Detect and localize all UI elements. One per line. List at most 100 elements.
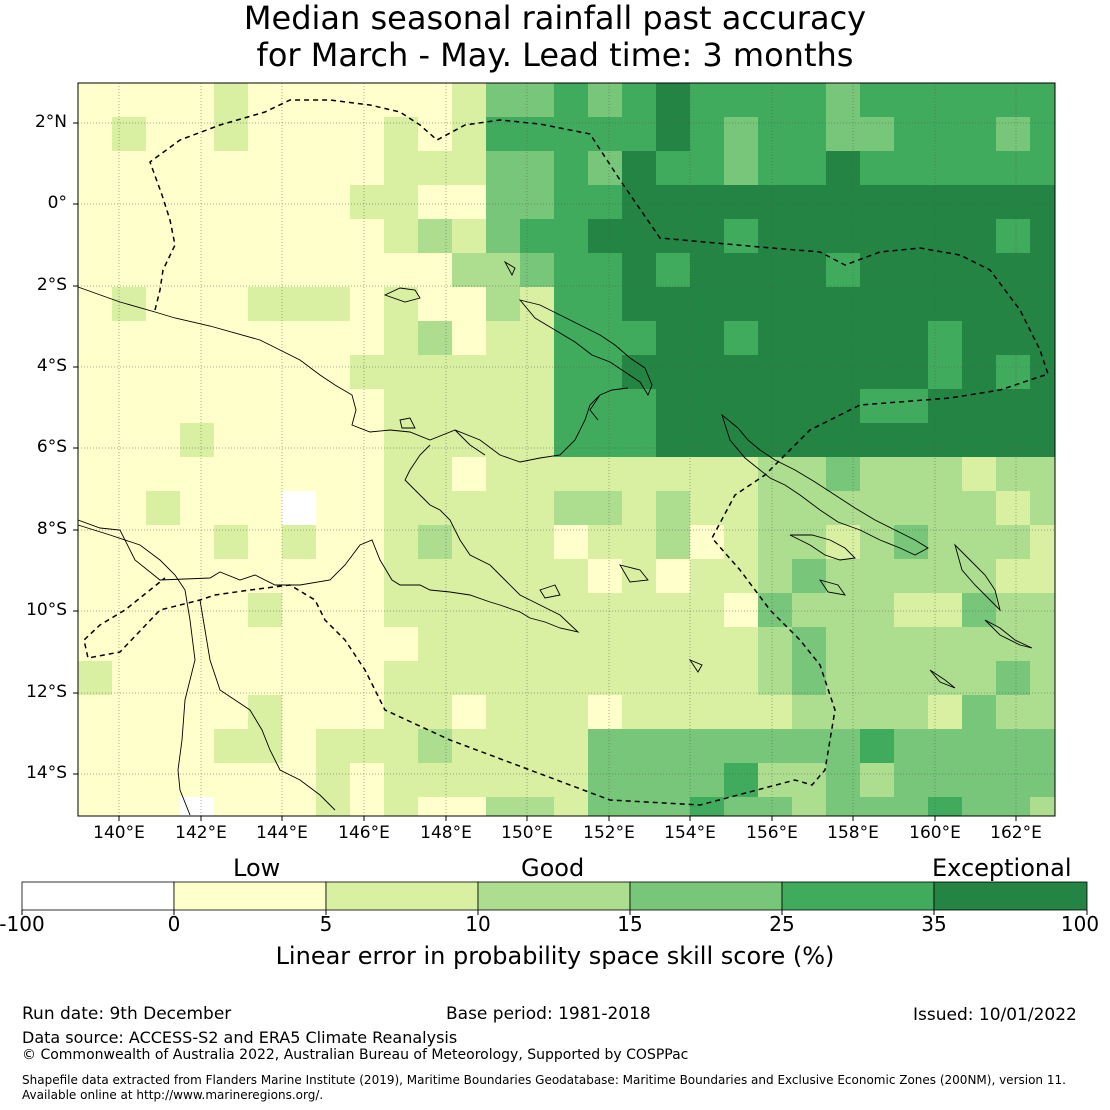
grid-cell	[554, 491, 588, 525]
latitude-label: 0°	[47, 193, 67, 213]
grid-cell	[418, 695, 452, 729]
grid-cell	[316, 117, 350, 151]
grid-cell	[248, 729, 282, 763]
grid-cell	[792, 423, 826, 457]
grid-cell	[180, 661, 214, 695]
grid-cell	[690, 389, 724, 423]
grid-cell	[996, 423, 1030, 457]
grid-cell	[146, 763, 180, 797]
grid-cell	[146, 389, 180, 423]
latitude-label: 2°S	[36, 275, 67, 295]
grid-cell	[962, 661, 996, 695]
grid-cell	[78, 457, 112, 491]
grid-cell	[622, 287, 656, 321]
grid-cell	[996, 321, 1030, 355]
grid-cell	[384, 355, 418, 389]
grid-cell	[112, 525, 146, 559]
grid-cell	[792, 355, 826, 389]
grid-cell	[452, 151, 486, 185]
chart-title-line1: Median seasonal rainfall past accuracy	[243, 0, 867, 37]
grid-cell	[316, 253, 350, 287]
grid-cell	[214, 525, 248, 559]
grid-cell	[1030, 525, 1055, 559]
grid-cell	[282, 253, 316, 287]
grid-cell	[78, 593, 112, 627]
grid-cell	[554, 117, 588, 151]
grid-cell	[452, 695, 486, 729]
grid-cell	[928, 355, 962, 389]
grid-cell	[486, 661, 520, 695]
grid-cell	[826, 525, 860, 559]
grid-cell	[860, 627, 894, 661]
grid-cell	[928, 797, 962, 816]
grid-cell	[486, 763, 520, 797]
grid-cell	[418, 729, 452, 763]
grid-cell	[282, 389, 316, 423]
grid-cell	[520, 593, 554, 627]
grid-cell	[146, 559, 180, 593]
grid-cell	[860, 117, 894, 151]
grid-cell	[520, 253, 554, 287]
grid-cell	[894, 185, 928, 219]
grid-cell	[418, 185, 452, 219]
grid-cell	[962, 83, 996, 117]
grid-cell	[588, 83, 622, 117]
grid-cell	[622, 593, 656, 627]
grid-cell	[214, 355, 248, 389]
grid-cell	[656, 287, 690, 321]
grid-cell	[792, 389, 826, 423]
grid-cell	[894, 661, 928, 695]
grid-cell	[112, 423, 146, 457]
grid-cell	[282, 185, 316, 219]
grid-cell	[962, 593, 996, 627]
grid-cell	[282, 525, 316, 559]
grid-cell	[724, 423, 758, 457]
grid-cell	[622, 525, 656, 559]
grid-cell	[622, 253, 656, 287]
grid-cell	[996, 117, 1030, 151]
map-frame	[77, 82, 1056, 817]
grid-cell	[180, 559, 214, 593]
grid-cell	[418, 287, 452, 321]
grid-cell	[962, 321, 996, 355]
grid-cell	[520, 695, 554, 729]
colorbar-segment	[933, 881, 1088, 911]
grid-cell	[962, 525, 996, 559]
new-guinea-coastline	[77, 286, 629, 463]
grid-cell	[486, 797, 520, 816]
grid-cell	[78, 695, 112, 729]
colorbar-tick-label: 100	[1060, 912, 1100, 936]
grid-cell	[486, 321, 520, 355]
grid-cell	[860, 185, 894, 219]
grid-cell	[826, 593, 860, 627]
grid-cell	[146, 423, 180, 457]
grid-cell	[350, 321, 384, 355]
chart-title-line2: for March - May. Lead time: 3 months	[256, 36, 854, 74]
grid-cell	[656, 661, 690, 695]
grid-cell	[350, 661, 384, 695]
grid-cell	[588, 117, 622, 151]
grid-cell	[1030, 185, 1055, 219]
grid-cell	[826, 729, 860, 763]
grid-cell	[724, 185, 758, 219]
grid-cell	[78, 287, 112, 321]
grid-cell	[554, 355, 588, 389]
grid-cell	[214, 423, 248, 457]
grid-cell	[282, 287, 316, 321]
grid-cell	[758, 729, 792, 763]
grid-cell	[860, 287, 894, 321]
grid-cell	[690, 695, 724, 729]
grid-cell	[928, 151, 962, 185]
grid-cell	[146, 797, 180, 816]
grid-cell	[758, 627, 792, 661]
grid-cell	[894, 219, 928, 253]
grid-cell	[452, 219, 486, 253]
grid-cell	[418, 83, 452, 117]
grid-cell	[554, 219, 588, 253]
grid-cell	[554, 525, 588, 559]
grid-cell	[248, 423, 282, 457]
grid-cell	[146, 457, 180, 491]
grid-cell	[996, 83, 1030, 117]
longitude-label: 142°E	[175, 823, 227, 843]
grid-cell	[894, 491, 928, 525]
